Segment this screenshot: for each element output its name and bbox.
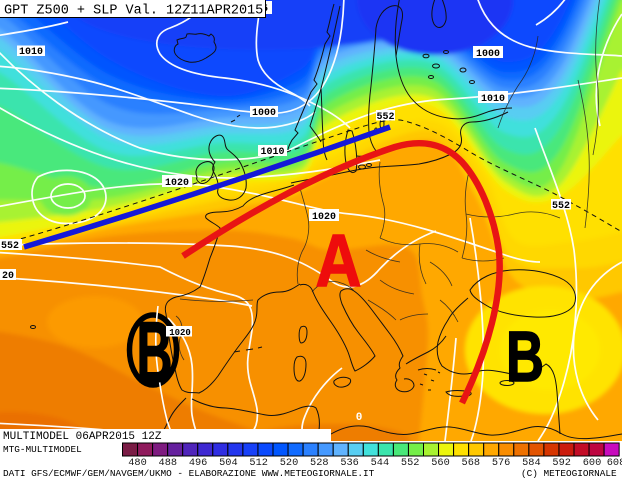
svg-text:0: 0	[356, 412, 363, 424]
svg-text:A: A	[316, 219, 362, 302]
svg-text:584: 584	[522, 457, 541, 469]
svg-text:1010: 1010	[260, 147, 284, 158]
svg-text:600: 600	[583, 457, 602, 469]
svg-text:552: 552	[401, 457, 420, 469]
svg-text:480: 480	[128, 457, 147, 469]
svg-text:544: 544	[371, 457, 390, 469]
svg-text:512: 512	[249, 457, 268, 469]
svg-text:520: 520	[280, 457, 299, 469]
svg-text:592: 592	[552, 457, 571, 469]
svg-text:1010: 1010	[481, 94, 505, 105]
svg-text:552: 552	[376, 112, 394, 123]
svg-text:608: 608	[607, 457, 622, 469]
svg-text:1020: 1020	[165, 178, 189, 189]
svg-text:504: 504	[219, 457, 238, 469]
svg-text:1010: 1010	[19, 47, 43, 58]
svg-text:B: B	[137, 305, 173, 401]
svg-text:1000: 1000	[252, 108, 276, 119]
svg-text:1020: 1020	[169, 328, 191, 338]
svg-text:MULTIMODEL 06APR2015 12Z: MULTIMODEL 06APR2015 12Z	[3, 431, 162, 443]
svg-text:(C) METEOGIORNALE: (C) METEOGIORNALE	[521, 468, 617, 479]
svg-text:552: 552	[1, 241, 19, 252]
svg-text:560: 560	[431, 457, 450, 469]
svg-text:488: 488	[159, 457, 178, 469]
svg-text:GPT Z500 + SLP Val. 12Z11APR20: GPT Z500 + SLP Val. 12Z11APR2015	[4, 4, 263, 19]
svg-text:MTG-MULTIMODEL: MTG-MULTIMODEL	[3, 444, 82, 455]
svg-text:528: 528	[310, 457, 329, 469]
svg-text:DATI GFS/ECMWF/GEM/NAVGEM/UKMO: DATI GFS/ECMWF/GEM/NAVGEM/UKMO - ELABORA…	[3, 468, 375, 479]
svg-text:1020: 1020	[312, 212, 336, 223]
svg-text:552: 552	[552, 201, 570, 212]
svg-text:20: 20	[2, 271, 14, 282]
svg-text:496: 496	[189, 457, 208, 469]
svg-text:536: 536	[340, 457, 359, 469]
svg-text:1000: 1000	[476, 49, 500, 60]
svg-text:B: B	[506, 318, 544, 397]
svg-text:568: 568	[462, 457, 481, 469]
svg-text:576: 576	[492, 457, 511, 469]
